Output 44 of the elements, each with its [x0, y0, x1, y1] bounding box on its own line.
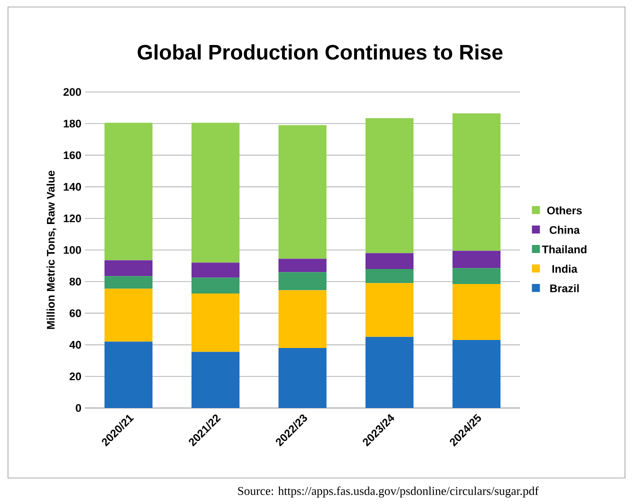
bar — [104, 276, 152, 289]
y-tick-label: 40 — [69, 340, 82, 349]
bar — [278, 290, 326, 348]
legend-label: Thailand — [542, 245, 586, 254]
bar — [192, 262, 240, 278]
bar — [366, 118, 414, 254]
y-tick-label: 0 — [76, 404, 82, 412]
bar — [104, 260, 152, 276]
bar — [366, 336, 414, 408]
y-tick-label: 180 — [64, 120, 82, 128]
bar — [452, 340, 500, 408]
bar — [366, 253, 414, 269]
legend-label: Others — [547, 206, 582, 214]
bar — [452, 284, 500, 340]
bar — [104, 342, 152, 408]
y-tick-label: 100 — [64, 246, 82, 254]
bar — [452, 268, 500, 284]
y-tick-label: 200 — [63, 88, 82, 96]
legend-label: China — [550, 226, 580, 234]
y-tick-label: 20 — [70, 372, 82, 380]
bar — [366, 283, 414, 337]
bar — [278, 125, 326, 259]
legend-label: India — [552, 264, 578, 273]
bar — [452, 250, 500, 268]
bar — [192, 278, 240, 294]
y-tick-label: 80 — [70, 278, 82, 286]
bar — [192, 352, 240, 408]
bar — [452, 113, 500, 251]
y-tick-label: 140 — [64, 182, 82, 191]
bar — [192, 122, 240, 263]
y-tick-label: 60 — [70, 309, 82, 318]
legend-label: Brazil — [550, 284, 579, 292]
bar — [278, 272, 326, 290]
source-note: Source: https://apps.fas.usda.gov/psdonline/circulars/sugar.pdf — [238, 486, 539, 498]
bar — [104, 122, 152, 260]
bar — [192, 293, 240, 352]
chart-title: Global Production Continues to Rise — [138, 44, 502, 60]
bar — [104, 288, 152, 342]
y-axis-title: Million Metric Tons, Raw Value — [46, 170, 56, 329]
bar — [366, 268, 414, 284]
y-tick-label: 160 — [64, 151, 82, 160]
y-tick-label: 120 — [64, 214, 82, 222]
bar — [278, 348, 326, 408]
bar — [278, 258, 326, 272]
